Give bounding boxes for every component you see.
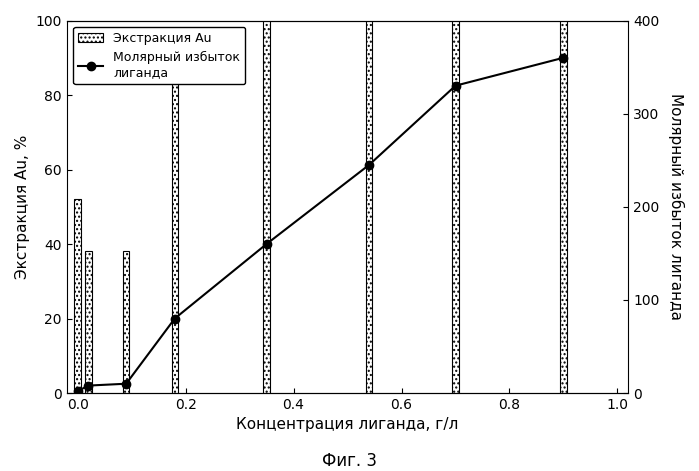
Bar bbox=[452, 21, 459, 393]
Bar bbox=[264, 21, 270, 393]
Text: Фиг. 3: Фиг. 3 bbox=[322, 452, 377, 470]
Bar bbox=[366, 21, 373, 393]
Bar bbox=[74, 199, 81, 393]
Bar bbox=[85, 252, 92, 393]
Legend: Экстракция Au, Молярный избыток
лиганда: Экстракция Au, Молярный избыток лиганда bbox=[73, 27, 245, 84]
Y-axis label: Экстракция Au, %: Экстракция Au, % bbox=[15, 135, 30, 279]
Y-axis label: Молярный избыток лиганда: Молярный избыток лиганда bbox=[668, 93, 684, 320]
Bar bbox=[561, 21, 567, 393]
X-axis label: Концентрация лиганда, г/л: Концентрация лиганда, г/л bbox=[236, 417, 459, 432]
Bar bbox=[123, 252, 129, 393]
Bar bbox=[171, 76, 178, 393]
